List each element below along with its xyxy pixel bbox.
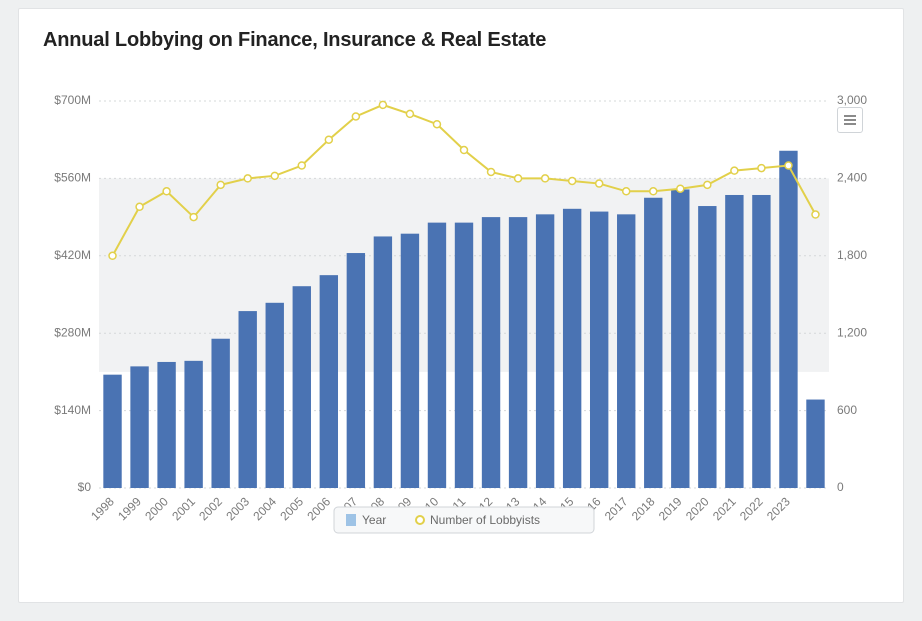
svg-text:0: 0 (837, 480, 844, 494)
line-marker[interactable] (109, 252, 116, 259)
svg-text:$280M: $280M (54, 325, 91, 339)
line-marker[interactable] (433, 121, 440, 128)
svg-text:1,200: 1,200 (837, 325, 867, 339)
x-axis-label: 2022 (737, 494, 766, 523)
line-marker[interactable] (515, 175, 522, 182)
line-marker[interactable] (190, 214, 197, 221)
line-marker[interactable] (785, 162, 792, 169)
line-marker[interactable] (406, 110, 413, 117)
bar[interactable] (428, 223, 446, 488)
bar[interactable] (779, 151, 797, 488)
bar[interactable] (103, 375, 121, 488)
svg-text:$0: $0 (78, 480, 92, 494)
line-marker[interactable] (569, 177, 576, 184)
bar[interactable] (725, 195, 743, 488)
svg-text:2,400: 2,400 (837, 171, 867, 185)
svg-text:Year: Year (362, 513, 386, 527)
line-marker[interactable] (325, 136, 332, 143)
svg-text:$700M: $700M (54, 93, 91, 107)
line-marker[interactable] (163, 188, 170, 195)
line-marker[interactable] (379, 101, 386, 108)
bar[interactable] (320, 275, 338, 488)
line-marker[interactable] (623, 188, 630, 195)
bar[interactable] (266, 303, 284, 488)
bar[interactable] (644, 198, 662, 488)
line-marker[interactable] (542, 175, 549, 182)
chart-title: Annual Lobbying on Finance, Insurance & … (43, 29, 883, 52)
line-marker[interactable] (677, 185, 684, 192)
x-axis-label: 2019 (656, 494, 685, 523)
bar[interactable] (671, 189, 689, 488)
line-marker[interactable] (731, 167, 738, 174)
line-marker[interactable] (244, 175, 251, 182)
line-marker[interactable] (650, 188, 657, 195)
line-marker[interactable] (704, 181, 711, 188)
bar[interactable] (590, 212, 608, 488)
bar[interactable] (455, 223, 473, 488)
bar[interactable] (239, 311, 257, 488)
x-axis-label: 2001 (169, 494, 198, 523)
bar[interactable] (617, 214, 635, 488)
line-marker[interactable] (812, 211, 819, 218)
bar[interactable] (347, 253, 365, 488)
x-axis-label: 1998 (88, 494, 117, 523)
bar[interactable] (563, 209, 581, 488)
x-axis-label: 2000 (142, 494, 171, 523)
line-marker[interactable] (488, 168, 495, 175)
line-marker[interactable] (271, 172, 278, 179)
x-axis-label: 2002 (196, 494, 225, 523)
bar[interactable] (293, 286, 311, 488)
bar[interactable] (130, 366, 148, 488)
x-axis-label: 2004 (250, 494, 279, 523)
bar[interactable] (401, 234, 419, 488)
x-axis-label: 2018 (629, 494, 658, 523)
bar[interactable] (698, 206, 716, 488)
line-marker[interactable] (352, 113, 359, 120)
bar[interactable] (374, 236, 392, 488)
x-axis-label: 2006 (304, 494, 333, 523)
bar[interactable] (157, 362, 175, 488)
bar[interactable] (752, 195, 770, 488)
bar[interactable] (806, 400, 824, 488)
line-marker[interactable] (217, 181, 224, 188)
x-axis-label: 2005 (277, 494, 306, 523)
svg-text:Number of Lobbyists: Number of Lobbyists (430, 513, 540, 527)
chart-svg: $0 $140M $280M $420M $560M $700M 0 600 1,200 1,80… (39, 65, 875, 544)
x-axis-label: 2003 (223, 494, 252, 523)
svg-text:1,800: 1,800 (837, 248, 867, 262)
line-marker[interactable] (461, 147, 468, 154)
svg-text:$560M: $560M (54, 171, 91, 185)
x-axis-label: 2023 (764, 494, 793, 523)
x-axis-label: 2021 (710, 494, 739, 523)
line-marker[interactable] (136, 203, 143, 210)
legend-swatch-line (416, 516, 424, 524)
legend: Year Number of Lobbyists (334, 507, 594, 533)
chart-area: $0 $140M $280M $420M $560M $700M 0 600 1,200 1,80… (39, 65, 875, 544)
x-axis-label: 1999 (115, 494, 144, 523)
svg-text:600: 600 (837, 403, 857, 417)
chart-card: Annual Lobbying on Finance, Insurance & … (18, 8, 904, 603)
bar[interactable] (482, 217, 500, 488)
x-axis-label: 2017 (602, 494, 631, 523)
page: Annual Lobbying on Finance, Insurance & … (0, 0, 922, 621)
svg-text:$140M: $140M (54, 403, 91, 417)
line-marker[interactable] (758, 165, 765, 172)
bar[interactable] (211, 339, 229, 488)
bar[interactable] (509, 217, 527, 488)
x-axis-label: 2020 (683, 494, 712, 523)
svg-text:$420M: $420M (54, 248, 91, 262)
line-marker[interactable] (596, 180, 603, 187)
bar[interactable] (184, 361, 202, 488)
line-marker[interactable] (298, 162, 305, 169)
bar[interactable] (536, 214, 554, 488)
svg-text:3,000: 3,000 (837, 93, 867, 107)
legend-swatch-bar (346, 514, 356, 526)
